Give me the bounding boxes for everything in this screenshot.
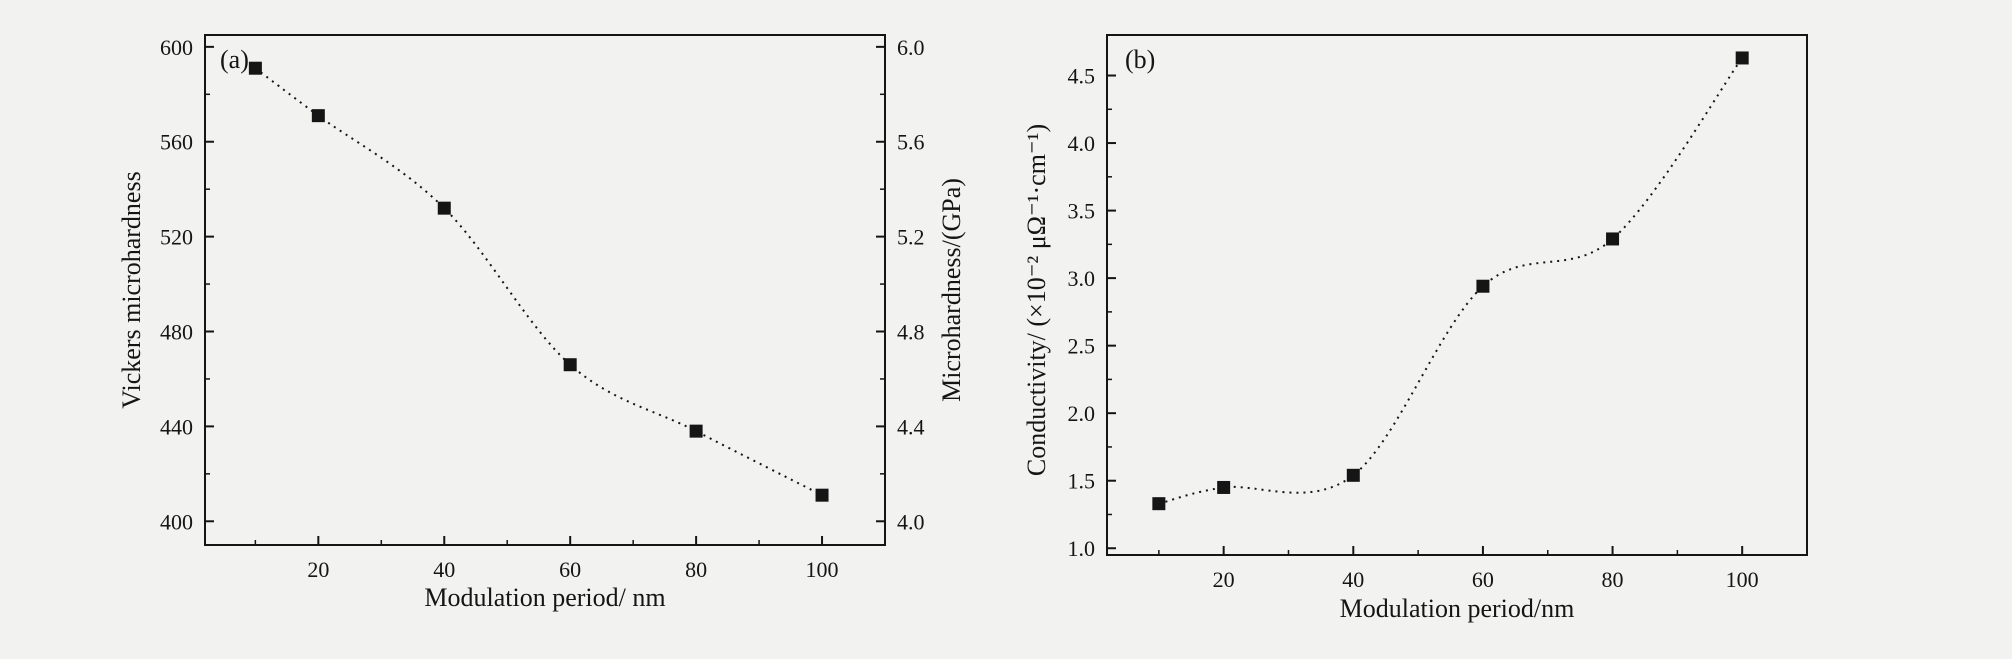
- y2-tick-label-a: 5.6: [897, 130, 925, 155]
- y-tick-label-b: 1.5: [1068, 469, 1096, 494]
- x-tick-label-a: 100: [806, 557, 839, 582]
- y-tick-label-a: 400: [160, 509, 193, 534]
- x-tick-label-a: 40: [433, 557, 455, 582]
- y2-tick-label-a: 6.0: [897, 35, 925, 60]
- data-point-a: [248, 61, 262, 75]
- y2-tick-label-a: 4.4: [897, 414, 925, 439]
- y-tick-label-a: 520: [160, 225, 193, 250]
- x-axis-title-b: Modulation period/nm: [1340, 594, 1575, 623]
- x-tick-label-b: 80: [1602, 567, 1624, 592]
- data-point-b: [1735, 51, 1749, 65]
- data-point-b: [1217, 480, 1231, 494]
- data-point-b: [1606, 232, 1620, 246]
- y-ticks-a: 400 440 480 520 560 600: [160, 35, 214, 534]
- data-point-a: [311, 109, 325, 123]
- data-point-b: [1346, 468, 1360, 482]
- x-tick-label-b: 20: [1213, 567, 1235, 592]
- data-point-a: [815, 488, 829, 502]
- y-axis-title-b: Conductivity/ (×10⁻² μΩ⁻¹·cm⁻¹): [1022, 124, 1051, 476]
- x-tick-label-a: 60: [559, 557, 581, 582]
- y-tick-label-b: 2.5: [1068, 334, 1096, 359]
- x-ticks-b: 20 40 60 80 100: [1158, 546, 1759, 592]
- data-point-a: [437, 201, 451, 215]
- markers-a: [248, 61, 829, 502]
- data-point-a: [563, 358, 577, 372]
- x-tick-label-b: 40: [1342, 567, 1364, 592]
- panel-b: 20 40 60 80 100 1.0 1.5 2.0 2.5 3.0 3.5 4.0 4.5 (b)…: [1022, 34, 1808, 623]
- y2-tick-label-a: 4.0: [897, 509, 925, 534]
- y-tick-label-a: 480: [160, 320, 193, 345]
- y-tick-label-a: 560: [160, 130, 193, 155]
- y2-tick-label-a: 5.2: [897, 225, 925, 250]
- x-axis-title-a: Modulation period/ nm: [424, 583, 665, 612]
- y-axis-title-a: Vickers microhardness: [117, 171, 146, 408]
- panel-a: 20 40 60 80 100 400 440 480 520 560 600 4.0 4.4 4.8…: [117, 34, 966, 612]
- y2-tick-label-a: 4.8: [897, 320, 925, 345]
- y-tick-label-b: 4.5: [1068, 64, 1096, 89]
- markers-b: [1152, 51, 1749, 511]
- y2-axis-title-a: Microhardness/(GPa): [937, 178, 966, 402]
- x-tick-label-a: 20: [307, 557, 329, 582]
- x-tick-label-a: 80: [685, 557, 707, 582]
- x-ticks-a: 20 40 60 80 100: [254, 536, 839, 582]
- data-point-b: [1152, 497, 1166, 511]
- y-tick-label-b: 4.0: [1068, 131, 1096, 156]
- y-tick-label-a: 440: [160, 414, 193, 439]
- plot-frame-a: [204, 34, 886, 546]
- y-tick-label-b: 2.0: [1068, 401, 1096, 426]
- y2-ticks-a: 4.0 4.4 4.8 5.2 5.6 6.0: [876, 35, 925, 534]
- data-point-b: [1476, 279, 1490, 293]
- x-tick-label-b: 100: [1726, 567, 1759, 592]
- x-tick-label-b: 60: [1472, 567, 1494, 592]
- y-tick-label-b: 1.0: [1068, 536, 1096, 561]
- y-ticks-b: 1.0 1.5 2.0 2.5 3.0 3.5 4.0 4.5: [1068, 64, 1116, 561]
- y-tick-label-a: 600: [160, 35, 193, 60]
- panel-label-b: (b): [1125, 45, 1155, 74]
- trend-curve-b: [1158, 57, 1744, 505]
- y-tick-label-b: 3.0: [1068, 266, 1096, 291]
- trend-curve-a: [254, 67, 823, 497]
- panel-label-a: (a): [220, 45, 249, 74]
- plot-frame-b: [1106, 34, 1808, 556]
- y-tick-label-b: 3.5: [1068, 199, 1096, 224]
- data-point-a: [689, 424, 703, 438]
